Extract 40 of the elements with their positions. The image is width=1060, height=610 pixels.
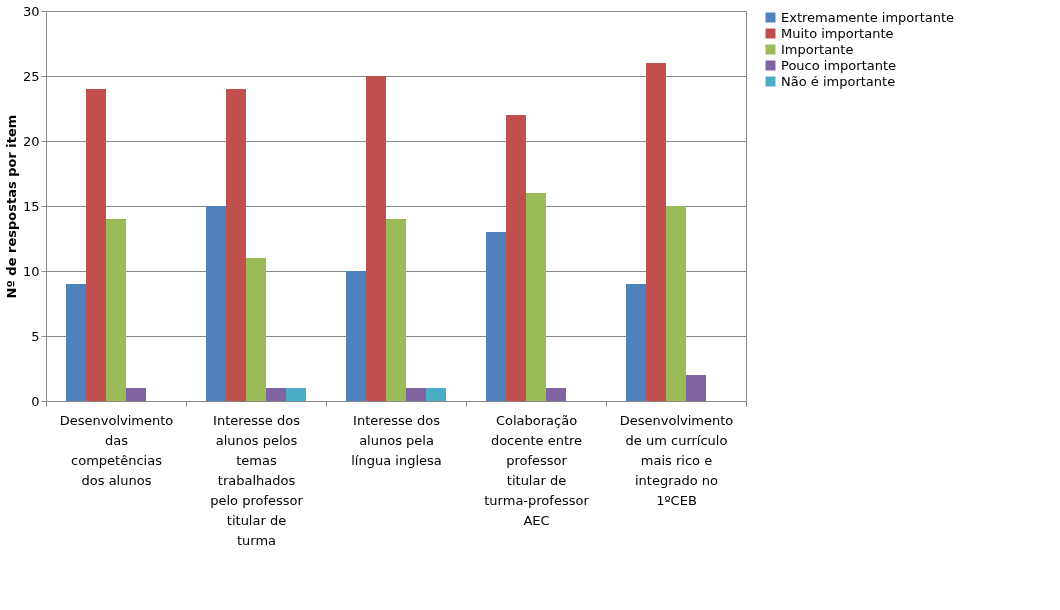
bar bbox=[246, 258, 266, 401]
bar bbox=[206, 206, 226, 401]
y-tick-label: 25 bbox=[22, 68, 40, 84]
bar bbox=[86, 89, 106, 401]
y-tick-label: 10 bbox=[22, 263, 40, 279]
bar bbox=[126, 388, 146, 401]
x-tick-label: Interesse dos alunos pelos temas trabalhados pelo professor titular de turma bbox=[210, 412, 304, 548]
legend-label: Importante bbox=[781, 41, 854, 57]
bar bbox=[106, 219, 126, 401]
bar bbox=[366, 76, 386, 401]
x-tick-label: Interesse dos alunos pela língua inglesa bbox=[351, 412, 442, 468]
bar bbox=[386, 219, 406, 401]
x-tick-label: Colaboração docente entre professor titular de turma-professor AEC bbox=[484, 412, 590, 528]
y-tick-label: 5 bbox=[31, 328, 40, 344]
bar bbox=[546, 388, 566, 401]
legend-label: Extremamente importante bbox=[781, 9, 955, 25]
legend-label: Muito importante bbox=[781, 25, 894, 41]
y-tick-label: 30 bbox=[22, 3, 40, 19]
bar bbox=[226, 89, 246, 401]
bar bbox=[526, 193, 546, 401]
bar bbox=[646, 63, 666, 401]
y-tick-label: 20 bbox=[22, 133, 40, 149]
bar bbox=[626, 284, 646, 401]
x-tick-label: Desenvolvimento das competências dos alunos bbox=[59, 412, 174, 488]
bar bbox=[486, 232, 506, 401]
legend-label: Não é importante bbox=[781, 73, 896, 89]
bar bbox=[266, 388, 286, 401]
bar bbox=[686, 375, 706, 401]
bar bbox=[506, 115, 526, 401]
y-axis-title: Nº de respostas por item bbox=[3, 114, 19, 299]
bar bbox=[666, 206, 686, 401]
bar bbox=[426, 388, 446, 401]
bar bbox=[346, 271, 366, 401]
y-tick-label: 0 bbox=[31, 393, 40, 409]
bar bbox=[406, 388, 426, 401]
bar bbox=[286, 388, 306, 401]
legend-label: Pouco importante bbox=[781, 57, 897, 73]
x-tick-label: Desenvolvimento de um currículo mais rico e integrado no 1ºCEB bbox=[619, 412, 734, 508]
bar bbox=[66, 284, 86, 401]
y-tick-label: 15 bbox=[22, 198, 40, 214]
